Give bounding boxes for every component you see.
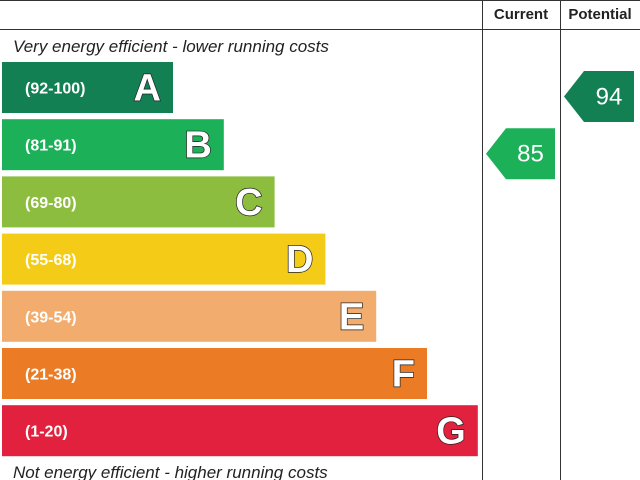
band-f: (21-38) F [2, 348, 427, 399]
band-g-letter: G [436, 411, 466, 453]
header-current: Current [494, 6, 548, 23]
band-a: (92-100) A [2, 62, 173, 113]
band-c-range: (69-80) [25, 195, 77, 212]
band-a-range: (92-100) [25, 81, 85, 98]
band-d-range: (55-68) [25, 252, 77, 269]
rating-bands: (92-100) A (81-91) B (69-80) C (55-68) D (39-54)… [2, 62, 478, 457]
band-e-letter: E [339, 296, 364, 338]
potential-rating-value: 94 [596, 84, 623, 111]
band-e: (39-54) E [2, 290, 377, 342]
bottom-caption: Not energy efficient - higher running co… [13, 463, 328, 480]
band-a-letter: A [134, 68, 161, 110]
current-rating-arrow [486, 128, 555, 180]
potential-rating-arrow [564, 71, 634, 122]
band-c-bar [2, 176, 275, 228]
rating-markers: 85 94 [486, 71, 634, 180]
band-g-bar [2, 405, 478, 457]
potential-rating-marker: 94 [564, 71, 634, 122]
band-e-bar [2, 290, 377, 342]
band-b-range: (81-91) [25, 138, 77, 155]
band-c: (69-80) C [2, 176, 275, 228]
band-c-letter: C [235, 182, 262, 224]
band-g: (1-20) G [2, 405, 478, 457]
band-d: (55-68) D [2, 233, 326, 285]
band-g-range: (1-20) [25, 424, 68, 441]
band-f-letter: F [392, 354, 415, 396]
band-b-bar [2, 119, 224, 171]
band-e-range: (39-54) [25, 309, 77, 326]
band-a-bar [2, 62, 173, 113]
band-f-bar [2, 348, 427, 399]
top-caption: Very energy efficient - lower running co… [13, 37, 329, 56]
band-d-bar [2, 233, 326, 285]
band-b-letter: B [184, 125, 211, 167]
current-rating-value: 85 [517, 141, 544, 168]
band-d-letter: D [286, 239, 313, 281]
header-potential: Potential [568, 6, 631, 23]
band-f-range: (21-38) [25, 367, 77, 384]
current-rating-marker: 85 [486, 128, 555, 180]
band-b: (81-91) B [2, 119, 224, 171]
